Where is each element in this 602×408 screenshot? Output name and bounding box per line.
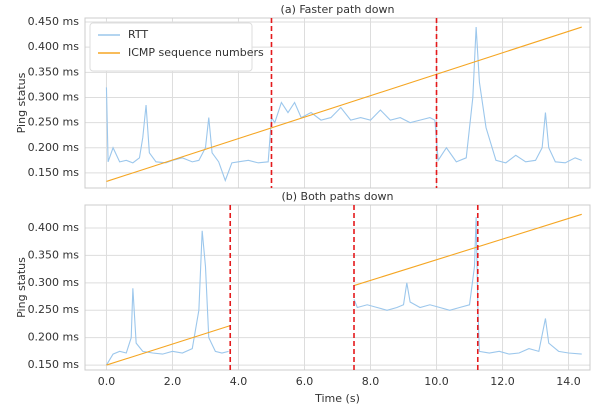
y-tick-label: 0.200 ms [28,331,80,344]
y-tick-label: 0.250 ms [28,303,80,316]
plot-area [84,204,591,371]
y-tick-label: 0.350 ms [28,248,80,261]
y-tick-label: 0.400 ms [28,221,80,234]
y-tick-label: 0.250 ms [28,116,80,129]
series-line [106,213,582,366]
y-tick-label: 0.400 ms [28,40,80,53]
x-tick-label: 10.0 [424,375,449,388]
y-tick-label: 0.150 ms [28,358,80,371]
y-tick-label: 0.300 ms [28,276,80,289]
y-tick-label: 0.150 ms [28,166,80,179]
x-tick-label: 6.0 [296,375,314,388]
y-tick-label: 0.200 ms [28,141,80,154]
y-tick-label: 0.350 ms [28,65,80,78]
y-tick-label: 0.300 ms [28,90,80,103]
x-axis-label: Time (s) [314,392,360,405]
x-tick-label: 12.0 [490,375,515,388]
y-axis-label: Ping status [15,257,28,318]
x-tick-label: 14.0 [556,375,581,388]
x-tick-label: 8.0 [362,375,380,388]
legend-box [89,22,253,72]
y-tick-label: 0.450 ms [28,15,80,28]
plot-frame [84,17,591,189]
x-tick-label: 4.0 [230,375,248,388]
series-line [106,26,582,182]
legend-label: RTT [128,28,148,41]
x-tick-label: 0.0 [98,375,116,388]
chart-title: (a) Faster path down [281,3,395,16]
chart-title: (b) Both paths down [281,190,393,203]
x-tick-label: 2.0 [164,375,182,388]
plot-frame [84,204,591,371]
series-line [105,217,582,366]
y-axis-label: Ping status [15,72,28,133]
legend-label: ICMP sequence numbers [128,46,264,59]
